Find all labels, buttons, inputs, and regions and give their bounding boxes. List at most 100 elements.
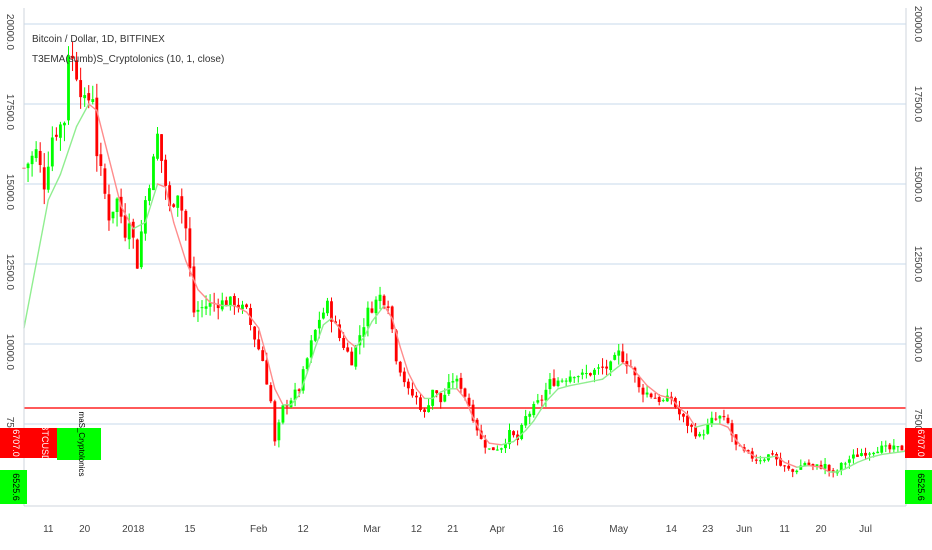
candle-up [564,380,568,382]
candle-down [71,55,74,59]
candle-up [710,417,714,424]
candle-up [451,381,455,383]
indicator-segment [108,157,122,208]
indicator-segment [209,301,223,307]
indicator-segment [440,388,450,393]
candle-up [661,400,665,402]
x-tick-label: 12 [411,524,423,535]
candle-down [99,154,103,167]
indicator-segment [415,388,426,400]
indicator-segment [881,452,895,456]
candle-up [758,460,762,462]
candle-up [613,354,617,360]
candle-up [196,309,200,312]
candle-up [305,358,309,369]
indicator-name-tag [57,428,101,460]
candle-down [649,393,653,398]
indicator-segment [355,336,365,348]
indicator-segment [670,397,681,409]
candle-down [123,215,127,238]
candle-up [111,211,115,219]
symbol-tag [27,428,57,458]
indicator-segment [330,317,341,329]
candle-down [350,351,354,366]
indicator-segment [407,372,418,390]
candle-down [415,395,418,398]
candle-up [293,389,297,401]
indicator-segment [266,356,276,390]
candle-down [491,447,495,451]
indicator-segment [391,317,401,348]
candle-up [544,389,548,401]
indicator-segment [545,388,559,403]
candle-up [892,445,896,450]
candle-down [439,392,443,403]
indicator-segment [257,327,268,358]
indicator-segment [524,420,535,432]
indicator-segment [164,186,175,224]
candle-up [378,294,382,302]
candle-up [572,377,576,379]
x-tick-label: 14 [666,524,678,535]
indicator-segment [464,397,474,419]
candle-down [435,390,439,394]
candle-up [520,424,524,439]
candle-down [160,134,163,161]
candle-up [176,195,180,208]
indicator-line-layer [23,103,907,473]
candle-up [584,373,588,375]
candle-down [75,60,79,80]
indicator-segment [533,400,547,422]
candle-down [625,361,629,367]
candle-down [394,330,398,362]
candle-up [204,306,208,309]
candle-up [548,379,552,390]
candle-down [807,462,811,465]
candle-up [374,299,378,314]
indicator-segment [844,461,859,470]
indicator-segment [735,439,745,451]
candle-up [67,55,70,121]
candle-up [148,188,151,201]
indicator-segment [363,320,373,339]
indicator-segment [197,288,211,304]
indicator-segment [172,221,187,262]
candle-up [868,453,872,455]
candle-up [823,463,827,469]
candle-up [362,327,366,337]
x-tick-label: 12 [298,524,310,535]
candle-down [38,150,42,166]
candle-down [419,397,422,410]
indicator-segment [185,260,199,291]
x-tick-label: May [609,524,628,535]
candle-down [224,300,228,307]
candle-down [605,366,609,369]
indicator-segment [569,381,588,387]
candle-up [536,400,540,403]
candle-down [168,185,172,207]
candle-down [657,397,661,402]
candle-up [617,350,621,356]
candle-down [479,430,483,439]
candle-up [495,449,499,451]
candle-up [83,95,87,99]
candle-up [139,231,143,268]
candle-down [682,413,685,417]
indicator-segment [431,391,442,400]
indicator-segment [322,317,333,326]
x-tick-label: 16 [552,524,564,535]
x-tick-label: Feb [250,524,268,535]
indicator-segment [245,311,260,329]
candle-down [552,378,556,386]
indicator-segment [274,388,284,406]
candle-down [714,418,718,420]
indicator-tag-right [905,470,932,504]
y-tick-label-right: 15000.0 [912,166,923,203]
indicator-segment [820,466,830,473]
candle-down [864,452,867,456]
candle-up [366,307,370,327]
x-tick-label: Mar [363,524,381,535]
x-tick-label: Jul [859,524,872,535]
candle-down [694,427,698,437]
